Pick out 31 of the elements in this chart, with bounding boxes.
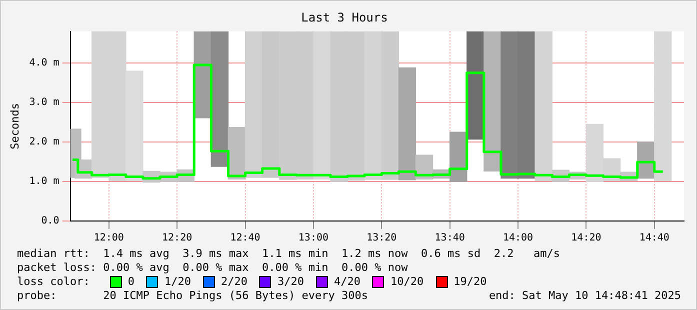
text: 2/20	[220, 275, 248, 289]
x-tick-label: 12:00	[94, 232, 124, 244]
x-tick-label: 12:40	[230, 232, 260, 244]
text: probe: 20 ICMP Echo Pings (56 Bytes) every 300s	[17, 289, 368, 303]
text: 10/20	[390, 275, 424, 289]
chart-title: Last 3 Hours	[301, 10, 388, 24]
bar	[654, 31, 672, 182]
text: packet loss: 0.00 % avg 0.00 % max 0.00 % min 0.00 % now	[17, 261, 409, 275]
y-tick-label: 4.0 m	[29, 58, 60, 69]
text: loss color:	[17, 275, 90, 289]
bar	[210, 31, 229, 167]
text: 4/20	[334, 275, 360, 289]
x-tick-label: 14:20	[571, 232, 602, 244]
text: 3/20	[277, 275, 304, 289]
x-tick-label: 14:00	[502, 232, 534, 244]
y-axis-title: Seconds	[8, 103, 22, 150]
y-tick-label: 2.0 m	[29, 136, 60, 148]
y-tick-label: 1.0 m	[29, 176, 60, 188]
y-tick-label: 0.0	[41, 216, 60, 227]
x-tick-label: 12:20	[162, 232, 192, 244]
y-tick-label: 3.0 m	[29, 97, 60, 108]
x-tick-label: 13:20	[366, 232, 397, 244]
text: median rtt: 1.4 ms avg 3.9 ms max 1.1 ms min 1.2 ms now 0.6 ms sd 2.2 am/s	[17, 247, 562, 261]
bar	[398, 67, 416, 180]
text: 0	[128, 275, 134, 289]
text: 19/20	[454, 275, 487, 289]
x-tick-label: 13:00	[298, 232, 329, 244]
text: 1/20	[164, 275, 191, 289]
text: end: Sat May 10 14:48:41 2025	[488, 289, 681, 303]
x-tick-label: 14:40	[639, 232, 670, 244]
x-tick-label: 13:40	[434, 232, 465, 244]
